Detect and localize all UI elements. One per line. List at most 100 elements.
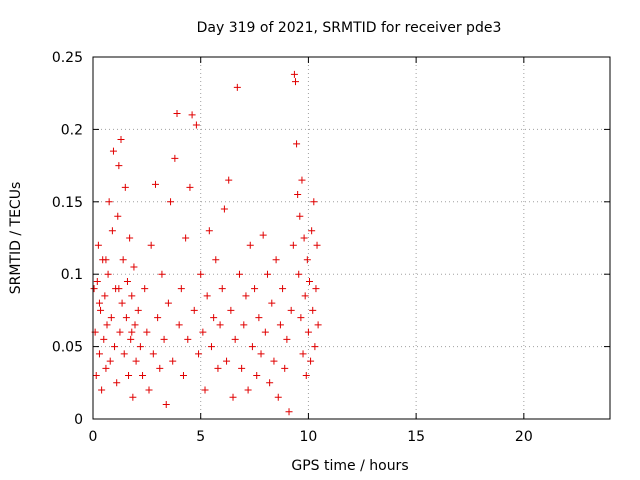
data-point <box>309 306 317 314</box>
data-point <box>270 357 278 365</box>
data-point <box>220 205 228 213</box>
data-point <box>223 357 231 365</box>
data-point <box>212 256 220 264</box>
data-point <box>149 350 157 358</box>
data-point <box>255 314 263 322</box>
data-point <box>104 270 112 278</box>
y-tick-label: 0.25 <box>52 50 83 66</box>
data-point <box>225 176 233 184</box>
data-point <box>259 231 267 239</box>
data-point <box>98 386 106 394</box>
data-point <box>216 321 224 329</box>
plot-frame <box>92 56 611 420</box>
x-axis-label: GPS time / hours <box>291 458 408 474</box>
data-point <box>210 314 218 322</box>
data-point <box>97 306 105 314</box>
data-point <box>130 263 138 271</box>
data-point <box>299 350 307 358</box>
data-point <box>109 147 117 155</box>
data-point <box>261 328 269 336</box>
data-point <box>167 198 175 206</box>
data-point <box>231 335 239 343</box>
data-point <box>139 372 147 380</box>
data-point <box>164 299 172 307</box>
data-point <box>294 191 302 199</box>
data-point <box>207 343 215 351</box>
data-point <box>203 292 211 300</box>
data-point <box>192 121 200 129</box>
data-point <box>114 212 122 220</box>
axis-ticks <box>92 56 610 420</box>
data-point <box>291 78 299 86</box>
data-point <box>158 270 166 278</box>
data-point <box>268 299 276 307</box>
data-points <box>90 70 322 416</box>
data-point <box>276 321 284 329</box>
data-point <box>188 111 196 119</box>
data-point <box>312 285 320 293</box>
data-point <box>272 256 280 264</box>
data-point <box>119 256 127 264</box>
data-point <box>263 270 271 278</box>
data-point <box>242 292 250 300</box>
data-point <box>136 343 144 351</box>
x-tick-label: 5 <box>196 429 205 445</box>
x-tick-label: 0 <box>89 429 98 445</box>
data-point <box>300 234 308 242</box>
data-point <box>116 328 124 336</box>
data-point <box>308 227 316 235</box>
data-point <box>290 70 298 78</box>
data-point <box>131 321 139 329</box>
grid-lines <box>93 57 610 419</box>
data-point <box>186 183 194 191</box>
data-point <box>90 285 98 293</box>
data-point <box>94 241 102 249</box>
data-point <box>101 292 109 300</box>
data-point <box>314 321 322 329</box>
data-point <box>289 241 297 249</box>
data-point <box>227 306 235 314</box>
y-tick-label: 0.15 <box>52 195 83 211</box>
data-point <box>287 306 295 314</box>
data-point <box>283 335 291 343</box>
x-tick-label: 20 <box>515 429 533 445</box>
data-point <box>134 306 142 314</box>
data-point <box>313 241 321 249</box>
data-point <box>310 198 318 206</box>
data-point <box>103 321 111 329</box>
data-point <box>257 350 265 358</box>
data-point <box>147 241 155 249</box>
data-point <box>169 357 177 365</box>
data-point <box>251 285 259 293</box>
data-point <box>238 364 246 372</box>
data-point <box>151 180 159 188</box>
y-tick-label: 0 <box>74 412 83 428</box>
y-tick-label: 0.05 <box>52 340 83 356</box>
data-point <box>297 314 305 322</box>
data-point <box>285 408 293 416</box>
data-point <box>95 350 103 358</box>
data-point <box>311 343 319 351</box>
data-point <box>102 256 110 264</box>
data-point <box>156 364 164 372</box>
data-point <box>201 386 209 394</box>
data-point <box>279 285 287 293</box>
data-point <box>160 335 168 343</box>
data-point <box>214 364 222 372</box>
x-tick-label: 10 <box>300 429 318 445</box>
data-point <box>100 335 108 343</box>
data-point <box>107 314 115 322</box>
data-point <box>173 109 181 117</box>
data-point <box>195 350 203 358</box>
data-point <box>113 379 121 387</box>
data-point <box>303 256 311 264</box>
data-point <box>123 277 131 285</box>
data-point <box>175 321 183 329</box>
data-point <box>177 285 185 293</box>
data-point <box>266 379 274 387</box>
data-point <box>120 350 128 358</box>
x-tick-label: 15 <box>407 429 425 445</box>
data-point <box>246 241 254 249</box>
data-point <box>253 372 261 380</box>
